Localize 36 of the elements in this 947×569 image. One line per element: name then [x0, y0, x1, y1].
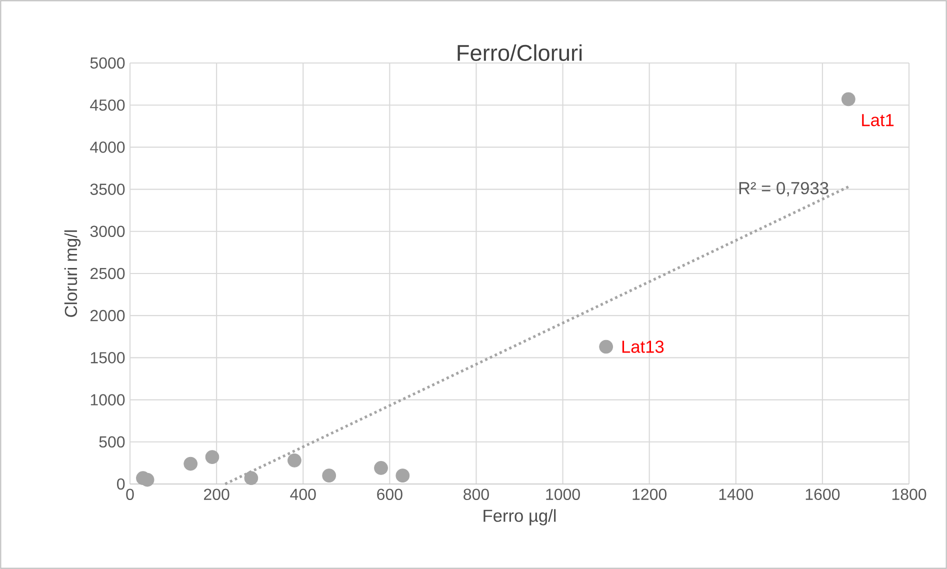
y-tick-label: 4500	[90, 99, 125, 111]
y-tick-label: 3000	[90, 226, 125, 238]
x-tick-label: 1400	[719, 488, 754, 500]
point	[184, 456, 198, 471]
y-tick-label: 4000	[90, 142, 125, 153]
y-axis-title: Cloruri mg/l	[64, 230, 81, 317]
x-tick-label: 600	[377, 488, 402, 500]
point	[396, 468, 410, 483]
y-tick-label: 1000	[90, 394, 125, 406]
x-tick-label: 1200	[632, 488, 667, 500]
x-axis-title: Ferro µg/l	[484, 509, 556, 526]
point	[205, 450, 220, 464]
x-tick-label: 0	[126, 488, 134, 500]
x-tick-label: 400	[290, 488, 316, 500]
x-tick-label: 1600	[806, 488, 840, 500]
chart-title: Ferro/Cloruri	[458, 44, 582, 61]
point	[599, 340, 613, 354]
y-tick-label: 500	[99, 436, 125, 448]
y-tick-label: 5000	[90, 57, 125, 69]
point	[374, 461, 388, 475]
y-tick-label: 3500	[90, 184, 125, 195]
x-tick-label: 800	[464, 488, 489, 500]
annotation: Lat1	[862, 114, 894, 126]
annotation: R² = 0,7933	[739, 182, 828, 196]
point	[841, 92, 856, 106]
point	[288, 453, 302, 468]
x-tick-label: 200	[204, 488, 230, 500]
y-tick-label: 1500	[90, 352, 125, 364]
y-tick-label: 0	[117, 478, 125, 490]
point	[322, 468, 336, 483]
annotation: Lat13	[622, 340, 664, 353]
x-tick-label: 1800	[892, 488, 926, 500]
point	[244, 471, 258, 486]
y-tick-label: 2500	[90, 268, 125, 280]
y-tick-label: 2000	[90, 310, 125, 322]
x-tick-label: 1000	[546, 488, 580, 500]
